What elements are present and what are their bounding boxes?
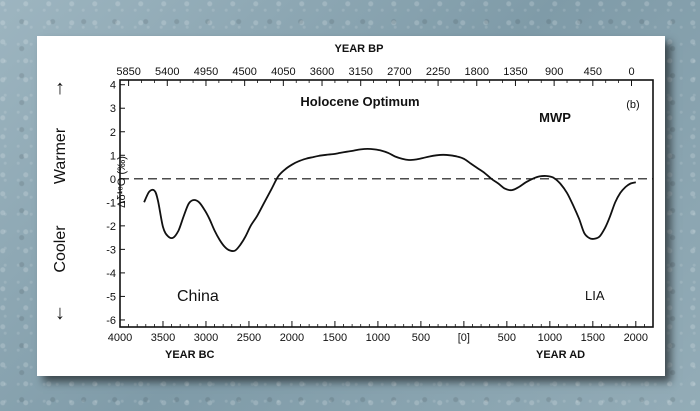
bottom-tick-label: 3500 <box>151 332 175 344</box>
warmer-arrow-icon: ↑ <box>55 77 65 99</box>
top-tick-label: 3600 <box>310 66 334 78</box>
y-tick-label: 0 <box>110 174 116 186</box>
y-tick-label: -2 <box>106 221 116 233</box>
top-tick-label: 1800 <box>465 66 489 78</box>
bottom-tick-label: 2500 <box>237 332 261 344</box>
top-tick-label: 4950 <box>194 66 218 78</box>
top-tick-label: 450 <box>584 66 602 78</box>
bottom-tick-label: 2000 <box>624 332 648 344</box>
bottom-tick-label: 2000 <box>280 332 304 344</box>
top-tick-label: 4050 <box>271 66 295 78</box>
chart-panel: 4 3 2 1 0 -1 -2 -3 -4 -5 -6 4000 3500 3000 2500 2000 150… <box>37 36 665 376</box>
top-tick-label: 2700 <box>387 66 411 78</box>
chart-svg: 4 3 2 1 0 -1 -2 -3 -4 -5 -6 4000 3500 3000 2500 2000 150… <box>52 43 654 361</box>
top-tick-label: 5850 <box>116 66 140 78</box>
bottom-tick-label: 500 <box>498 332 516 344</box>
y-tick-label: 1 <box>110 150 116 162</box>
y-tick-label: -6 <box>106 315 116 327</box>
cooler-label: Cooler <box>52 225 69 273</box>
top-tick-label: 4500 <box>232 66 256 78</box>
cooler-arrow-icon: ↓ <box>55 302 65 324</box>
top-tick-label: 1350 <box>503 66 527 78</box>
top-tick-label: 5400 <box>155 66 179 78</box>
bottom-tick-label: 1000 <box>366 332 390 344</box>
annotation-holocene-optimum: Holocene Optimum <box>300 94 419 109</box>
bottom-axis-label-bc: YEAR BC <box>165 349 215 361</box>
bottom-tick-label: [0] <box>458 332 470 344</box>
y-tick-label: 4 <box>110 80 116 92</box>
y-axis-label: Δδ¹⁸O (‰) <box>116 156 128 208</box>
top-tick-label: 2250 <box>426 66 450 78</box>
delta-o18-curve <box>143 147 636 252</box>
y-tick-label: -1 <box>106 197 116 209</box>
y-tick-label: -4 <box>106 268 116 280</box>
y-tick-label: 2 <box>110 127 116 139</box>
bottom-tick-label: 1000 <box>538 332 562 344</box>
annotation-mwp: MWP <box>539 110 571 125</box>
bottom-axis-label-ad: YEAR AD <box>536 349 585 361</box>
y-tick-label: -5 <box>106 291 116 303</box>
top-tick-label: 0 <box>628 66 634 78</box>
warmer-label: Warmer <box>52 127 69 184</box>
bottom-tick-label: 4000 <box>108 332 132 344</box>
annotation-lia: LIA <box>585 288 605 303</box>
y-tick-label: 3 <box>110 103 116 115</box>
panel-label: (b) <box>626 99 639 111</box>
bottom-tick-label: 500 <box>412 332 430 344</box>
bottom-tick-label: 3000 <box>194 332 218 344</box>
top-tick-label: 3150 <box>348 66 372 78</box>
annotation-china: China <box>177 288 219 305</box>
y-tick-label: -3 <box>106 244 116 256</box>
bottom-tick-label: 1500 <box>581 332 605 344</box>
top-axis-title: YEAR BP <box>335 43 384 55</box>
bottom-tick-label: 1500 <box>323 332 347 344</box>
top-tick-label: 900 <box>545 66 563 78</box>
